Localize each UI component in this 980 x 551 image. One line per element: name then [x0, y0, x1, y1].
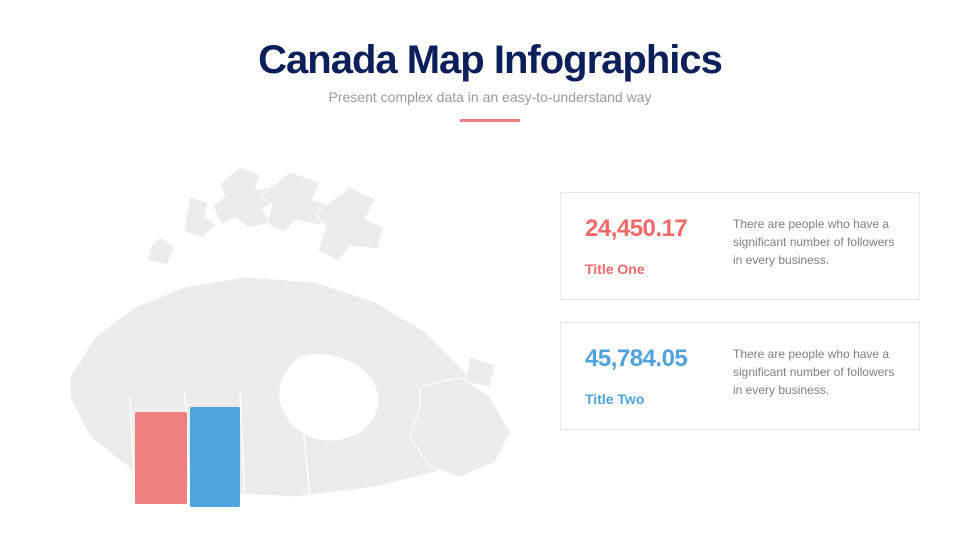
- stat-card-1: 24,450.17 Title One There are people who…: [560, 192, 920, 300]
- stat-value-2: 45,784.05: [585, 345, 705, 373]
- title-divider: [460, 119, 520, 122]
- map-highlight-saskatchewan: [190, 407, 240, 507]
- page-title: Canada Map Infographics: [0, 38, 980, 83]
- header: Canada Map Infographics Present complex …: [0, 0, 980, 122]
- stat-desc-1: There are people who have a significant …: [733, 215, 895, 269]
- stat-card-2: 45,784.05 Title Two There are people who…: [560, 322, 920, 430]
- stat-desc-2: There are people who have a significant …: [733, 345, 895, 399]
- stat-card-1-left: 24,450.17 Title One: [585, 215, 705, 277]
- content-area: 24,450.17 Title One There are people who…: [0, 157, 980, 537]
- stat-cards: 24,450.17 Title One There are people who…: [560, 192, 920, 452]
- map-highlight-alberta: [135, 412, 187, 504]
- stat-card-2-left: 45,784.05 Title Two: [585, 345, 705, 407]
- stat-title-1: Title One: [585, 261, 705, 277]
- canada-map: [40, 157, 520, 537]
- page-subtitle: Present complex data in an easy-to-under…: [0, 89, 980, 105]
- canada-map-svg: [40, 157, 520, 537]
- stat-value-1: 24,450.17: [585, 215, 705, 243]
- stat-title-2: Title Two: [585, 391, 705, 407]
